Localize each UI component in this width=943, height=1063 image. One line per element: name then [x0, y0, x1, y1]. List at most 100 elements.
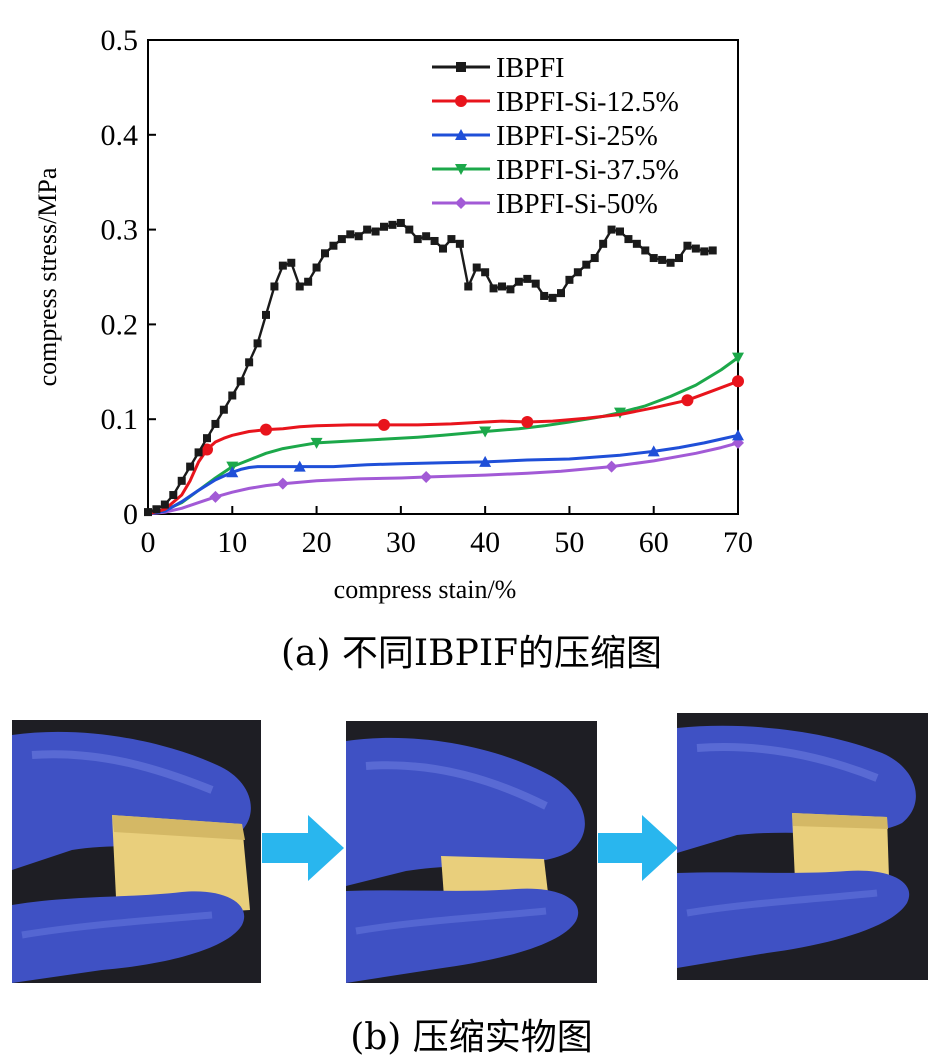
data-point [691, 244, 700, 253]
legend-label: IBPFI-Si-25% [496, 121, 658, 152]
data-point [605, 460, 618, 473]
data-point [228, 391, 237, 400]
data-point [430, 236, 439, 245]
data-point [253, 339, 262, 348]
y-axis-label: compress stress/MPa [33, 167, 62, 386]
series-ibpfi-si-25 [147, 429, 744, 516]
x-tick-label: 0 [141, 526, 156, 559]
legend-marker [455, 197, 467, 209]
caption-a: (a) 不同IBPIF的压缩图 [280, 633, 663, 674]
data-point [219, 405, 228, 414]
data-point [152, 505, 161, 514]
data-point [506, 285, 515, 294]
series-ibpfi-si-50 [147, 436, 744, 516]
arrow-right-icon [598, 815, 678, 881]
data-point [479, 426, 492, 438]
data-point [346, 230, 355, 239]
photo-illustration-2 [346, 721, 597, 983]
x-tick-label: 70 [723, 526, 753, 559]
legend-label: IBPFI-Si-50% [496, 189, 658, 220]
data-point [514, 277, 523, 286]
x-tick-label: 50 [554, 526, 584, 559]
data-point [226, 466, 239, 478]
data-point [209, 490, 222, 503]
data-point [447, 235, 456, 244]
data-point [647, 445, 660, 457]
data-point [616, 227, 624, 236]
data-point [540, 291, 549, 300]
x-tick-label: 20 [302, 526, 332, 559]
data-point [295, 282, 304, 291]
data-point [732, 352, 744, 364]
data-point [439, 244, 447, 253]
photo-recovered [677, 713, 928, 980]
data-point [531, 279, 540, 288]
y-tick-label: 0.3 [101, 214, 139, 247]
data-point [260, 423, 272, 436]
data-point [270, 282, 279, 291]
data-point [405, 225, 414, 234]
data-point [420, 471, 433, 484]
y-tick-label: 0.2 [101, 308, 139, 341]
data-point [396, 218, 405, 227]
x-tick-label: 30 [386, 526, 416, 559]
legend-label: IBPFI [496, 53, 564, 84]
data-point [388, 220, 397, 229]
data-point [201, 443, 213, 456]
data-point [582, 260, 591, 269]
data-point [177, 476, 186, 485]
legend-marker [455, 164, 467, 175]
data-point [523, 274, 532, 283]
data-point [472, 263, 481, 272]
data-point [479, 455, 492, 467]
data-point [565, 275, 574, 284]
data-point [607, 225, 616, 234]
data-point [658, 255, 667, 264]
data-point [548, 293, 557, 302]
arrow-right-icon [262, 815, 344, 881]
y-tick-label: 0.5 [101, 24, 139, 57]
data-point [641, 246, 650, 255]
legend-marker [455, 95, 467, 107]
data-point [160, 500, 169, 509]
data-point [498, 282, 506, 291]
data-point [245, 358, 254, 367]
photo-illustration-1 [12, 720, 261, 983]
data-point [700, 247, 709, 256]
series-group [144, 218, 744, 517]
y-tick-label: 0 [123, 498, 138, 531]
data-point [293, 460, 306, 472]
data-point [194, 448, 203, 457]
data-point [329, 241, 338, 250]
data-point [363, 225, 372, 234]
data-point [203, 434, 211, 443]
data-point [455, 239, 464, 248]
legend-label: IBPFI-Si-12.5% [496, 87, 679, 118]
series-ibpfi-si-12-5 [147, 375, 744, 516]
data-point [521, 416, 534, 429]
legend-marker [455, 129, 467, 140]
data-point [681, 394, 694, 407]
data-point [354, 232, 363, 241]
plot-frame [147, 39, 739, 515]
data-point [278, 261, 287, 270]
data-point [380, 222, 388, 231]
data-point [169, 491, 178, 500]
data-point [624, 235, 633, 244]
data-point [262, 310, 270, 319]
axes: 0 10 20 30 40 50 60 70 0 0.1 0.2 0.3 0.4 0.5 [101, 24, 754, 559]
data-point [732, 429, 744, 441]
data-point [312, 263, 321, 272]
data-point [708, 246, 717, 255]
data-point [683, 241, 692, 250]
y-tick-label: 0.1 [101, 403, 139, 436]
x-tick-label: 40 [470, 526, 500, 559]
data-point [304, 277, 313, 286]
legend-marker [456, 62, 466, 72]
data-point [573, 268, 582, 277]
photo-compressed [346, 721, 597, 983]
data-point [310, 437, 323, 449]
series-line [147, 379, 739, 516]
